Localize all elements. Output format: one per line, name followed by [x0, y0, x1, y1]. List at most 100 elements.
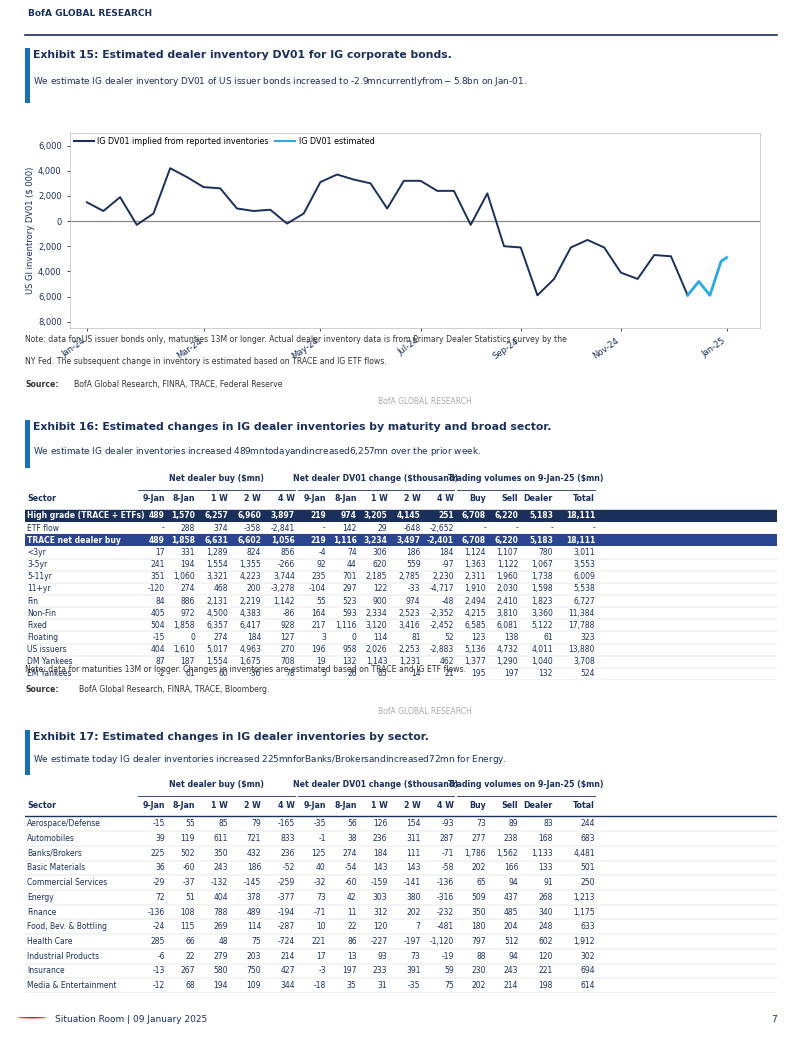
Text: Industrial Products: Industrial Products [27, 952, 99, 960]
Text: 350: 350 [213, 848, 228, 858]
Text: 250: 250 [581, 878, 595, 887]
Text: 119: 119 [180, 834, 195, 843]
Text: 504: 504 [150, 621, 165, 629]
Text: -1,120: -1,120 [429, 937, 454, 946]
Text: -48: -48 [441, 596, 454, 606]
Text: 219: 219 [310, 511, 326, 521]
Text: <3yr: <3yr [27, 548, 47, 557]
Text: -481: -481 [436, 922, 454, 931]
Text: 405: 405 [150, 609, 165, 618]
Text: 29: 29 [378, 524, 387, 533]
Text: -71: -71 [441, 848, 454, 858]
Text: NY Fed. The subsequent change in inventory is estimated based on TRACE and IG ET: NY Fed. The subsequent change in invento… [25, 357, 387, 366]
Text: 524: 524 [581, 670, 595, 678]
Text: -: - [323, 524, 326, 533]
Text: 109: 109 [247, 981, 261, 990]
Text: Buy: Buy [469, 495, 486, 503]
Text: 1,377: 1,377 [464, 657, 486, 667]
Text: Note: data for maturities 13M or longer. Changes in inventories are estimated ba: Note: data for maturities 13M or longer.… [25, 665, 466, 674]
Text: 502: 502 [180, 848, 195, 858]
Text: 11+yr: 11+yr [27, 585, 51, 593]
Text: 297: 297 [342, 585, 357, 593]
Text: 7: 7 [415, 922, 420, 931]
Text: 4,215: 4,215 [464, 609, 486, 618]
Text: 4,481: 4,481 [573, 848, 595, 858]
Text: 126: 126 [373, 819, 387, 829]
Text: 721: 721 [247, 834, 261, 843]
Text: Banks/Brokers: Banks/Brokers [27, 848, 82, 858]
Text: 9-Jan: 9-Jan [143, 801, 165, 810]
Text: 248: 248 [538, 922, 553, 931]
Text: 614: 614 [581, 981, 595, 990]
Text: Food, Bev. & Bottling: Food, Bev. & Bottling [27, 922, 107, 931]
Text: 489: 489 [149, 511, 165, 521]
Text: BofA Global Research, FINRA, TRACE, Bloomberg.: BofA Global Research, FINRA, TRACE, Bloo… [79, 684, 269, 694]
Text: 75: 75 [251, 937, 261, 946]
Text: -6: -6 [157, 952, 165, 960]
Text: EM Yankees: EM Yankees [27, 670, 71, 678]
Text: 1,116: 1,116 [333, 536, 357, 544]
Text: 180: 180 [472, 922, 486, 931]
Text: -19: -19 [441, 952, 454, 960]
Text: 0: 0 [190, 633, 195, 642]
Text: 4 W: 4 W [437, 801, 454, 810]
Text: 85: 85 [218, 819, 228, 829]
Text: 1,786: 1,786 [464, 848, 486, 858]
Text: 114: 114 [247, 922, 261, 931]
Text: 1,231: 1,231 [399, 657, 420, 667]
Text: Dealer: Dealer [524, 495, 553, 503]
Text: 833: 833 [281, 834, 295, 843]
Text: 184: 184 [247, 633, 261, 642]
Text: 8-Jan: 8-Jan [334, 801, 357, 810]
Text: Exhibit 17: Estimated changes in IG dealer inventories by sector.: Exhibit 17: Estimated changes in IG deal… [33, 732, 428, 741]
Text: We estimate today IG dealer inventories increased $225mn for Banks/Brokers and i: We estimate today IG dealer inventories … [33, 754, 506, 766]
Text: 92: 92 [316, 560, 326, 569]
Text: 900: 900 [373, 596, 387, 606]
Text: 5,122: 5,122 [532, 621, 553, 629]
Text: 6,631: 6,631 [205, 536, 228, 544]
Text: 797: 797 [472, 937, 486, 946]
Text: 3,810: 3,810 [496, 609, 518, 618]
Text: 509: 509 [472, 893, 486, 902]
Text: 1,116: 1,116 [335, 621, 357, 629]
Text: 1 W: 1 W [371, 495, 387, 503]
Text: -2,352: -2,352 [429, 609, 454, 618]
Text: 824: 824 [247, 548, 261, 557]
Text: -145: -145 [244, 878, 261, 887]
Text: 559: 559 [406, 560, 420, 569]
Text: -: - [550, 524, 553, 533]
Text: 202: 202 [406, 907, 420, 917]
Text: -18: -18 [314, 981, 326, 990]
Text: 306: 306 [373, 548, 387, 557]
Text: 1,213: 1,213 [573, 893, 595, 902]
Text: 274: 274 [342, 848, 357, 858]
Text: -: - [484, 524, 486, 533]
Text: -: - [162, 524, 165, 533]
Text: Source:: Source: [25, 381, 59, 389]
Text: 6,585: 6,585 [464, 621, 486, 629]
Text: 7: 7 [772, 1015, 777, 1024]
Text: -120: -120 [148, 585, 165, 593]
Text: 1,290: 1,290 [496, 657, 518, 667]
Text: 125: 125 [311, 848, 326, 858]
Text: 489: 489 [247, 907, 261, 917]
Text: 8-Jan: 8-Jan [172, 801, 195, 810]
Text: 267: 267 [180, 966, 195, 976]
Text: 91: 91 [543, 878, 553, 887]
Text: 3,497: 3,497 [396, 536, 420, 544]
Text: 236: 236 [373, 834, 387, 843]
Text: -2,452: -2,452 [429, 621, 454, 629]
Text: 6,009: 6,009 [573, 572, 595, 581]
Text: Source:: Source: [25, 684, 59, 694]
Text: -3,278: -3,278 [270, 585, 295, 593]
Text: 350: 350 [472, 907, 486, 917]
Text: 374: 374 [213, 524, 228, 533]
Text: 1,142: 1,142 [273, 596, 295, 606]
Text: 3,744: 3,744 [273, 572, 295, 581]
Text: 4,011: 4,011 [531, 645, 553, 654]
Text: Finance: Finance [27, 907, 57, 917]
Text: 143: 143 [373, 864, 387, 872]
Text: 1,598: 1,598 [531, 585, 553, 593]
Text: 17: 17 [156, 548, 165, 557]
Text: 6,081: 6,081 [496, 621, 518, 629]
